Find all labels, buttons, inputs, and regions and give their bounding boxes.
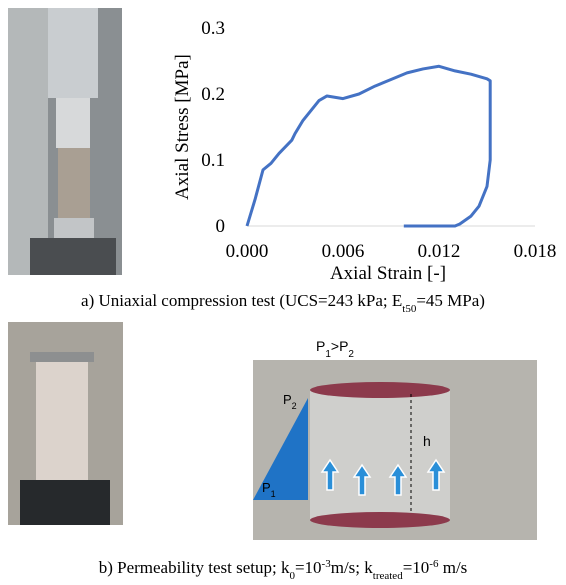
caption-b: b) Permeability test setup; k0=10-3m/s; … [99,558,468,580]
label-sub: 2 [292,401,297,411]
caption-text: =10 [403,558,430,577]
y-axis-label: Axial Stress [MPa] [172,54,193,200]
caption-text: =10 [295,558,322,577]
label-sub: 1 [271,489,276,499]
x-tick-label: 0.012 [418,241,461,262]
caption-sub: t50 [402,303,417,315]
photo-compression-test [8,8,122,275]
label: P [316,338,325,354]
caption-text: m/s [438,558,467,577]
photo-sample [253,360,537,540]
y-tick-label: 0.1 [201,150,225,171]
caption-text: =45 MPa) [416,291,485,310]
data-line [247,66,490,226]
figure: P1>P2 P2 P1 h a) Uniaxial compression te… [0,0,566,580]
photo-permeability-rig [8,322,123,525]
caption-sub: treated [373,570,403,580]
x-axis-label: Axial Strain [-] [330,263,446,284]
label-sub: 2 [348,349,354,360]
caption-text: b) Permeability test setup; k [99,558,290,577]
label: P [262,480,271,495]
y-tick-label: 0.2 [201,84,225,105]
y-tick-label: 0 [216,216,226,237]
caption-text: a) Uniaxial compression test (UCS=243 kP… [81,291,402,310]
pressure-relation: P1>P2 [316,338,354,360]
x-tick-label: 0.000 [226,241,269,262]
caption-text: m/s; k [331,558,374,577]
label: >P [331,338,349,354]
caption-a: a) Uniaxial compression test (UCS=243 kP… [81,291,485,315]
label: P [283,392,292,407]
y-tick-label: 0.3 [201,18,225,39]
x-tick-label: 0.018 [514,241,557,262]
height-label: h [423,433,431,449]
x-tick-label: 0.006 [322,241,365,262]
